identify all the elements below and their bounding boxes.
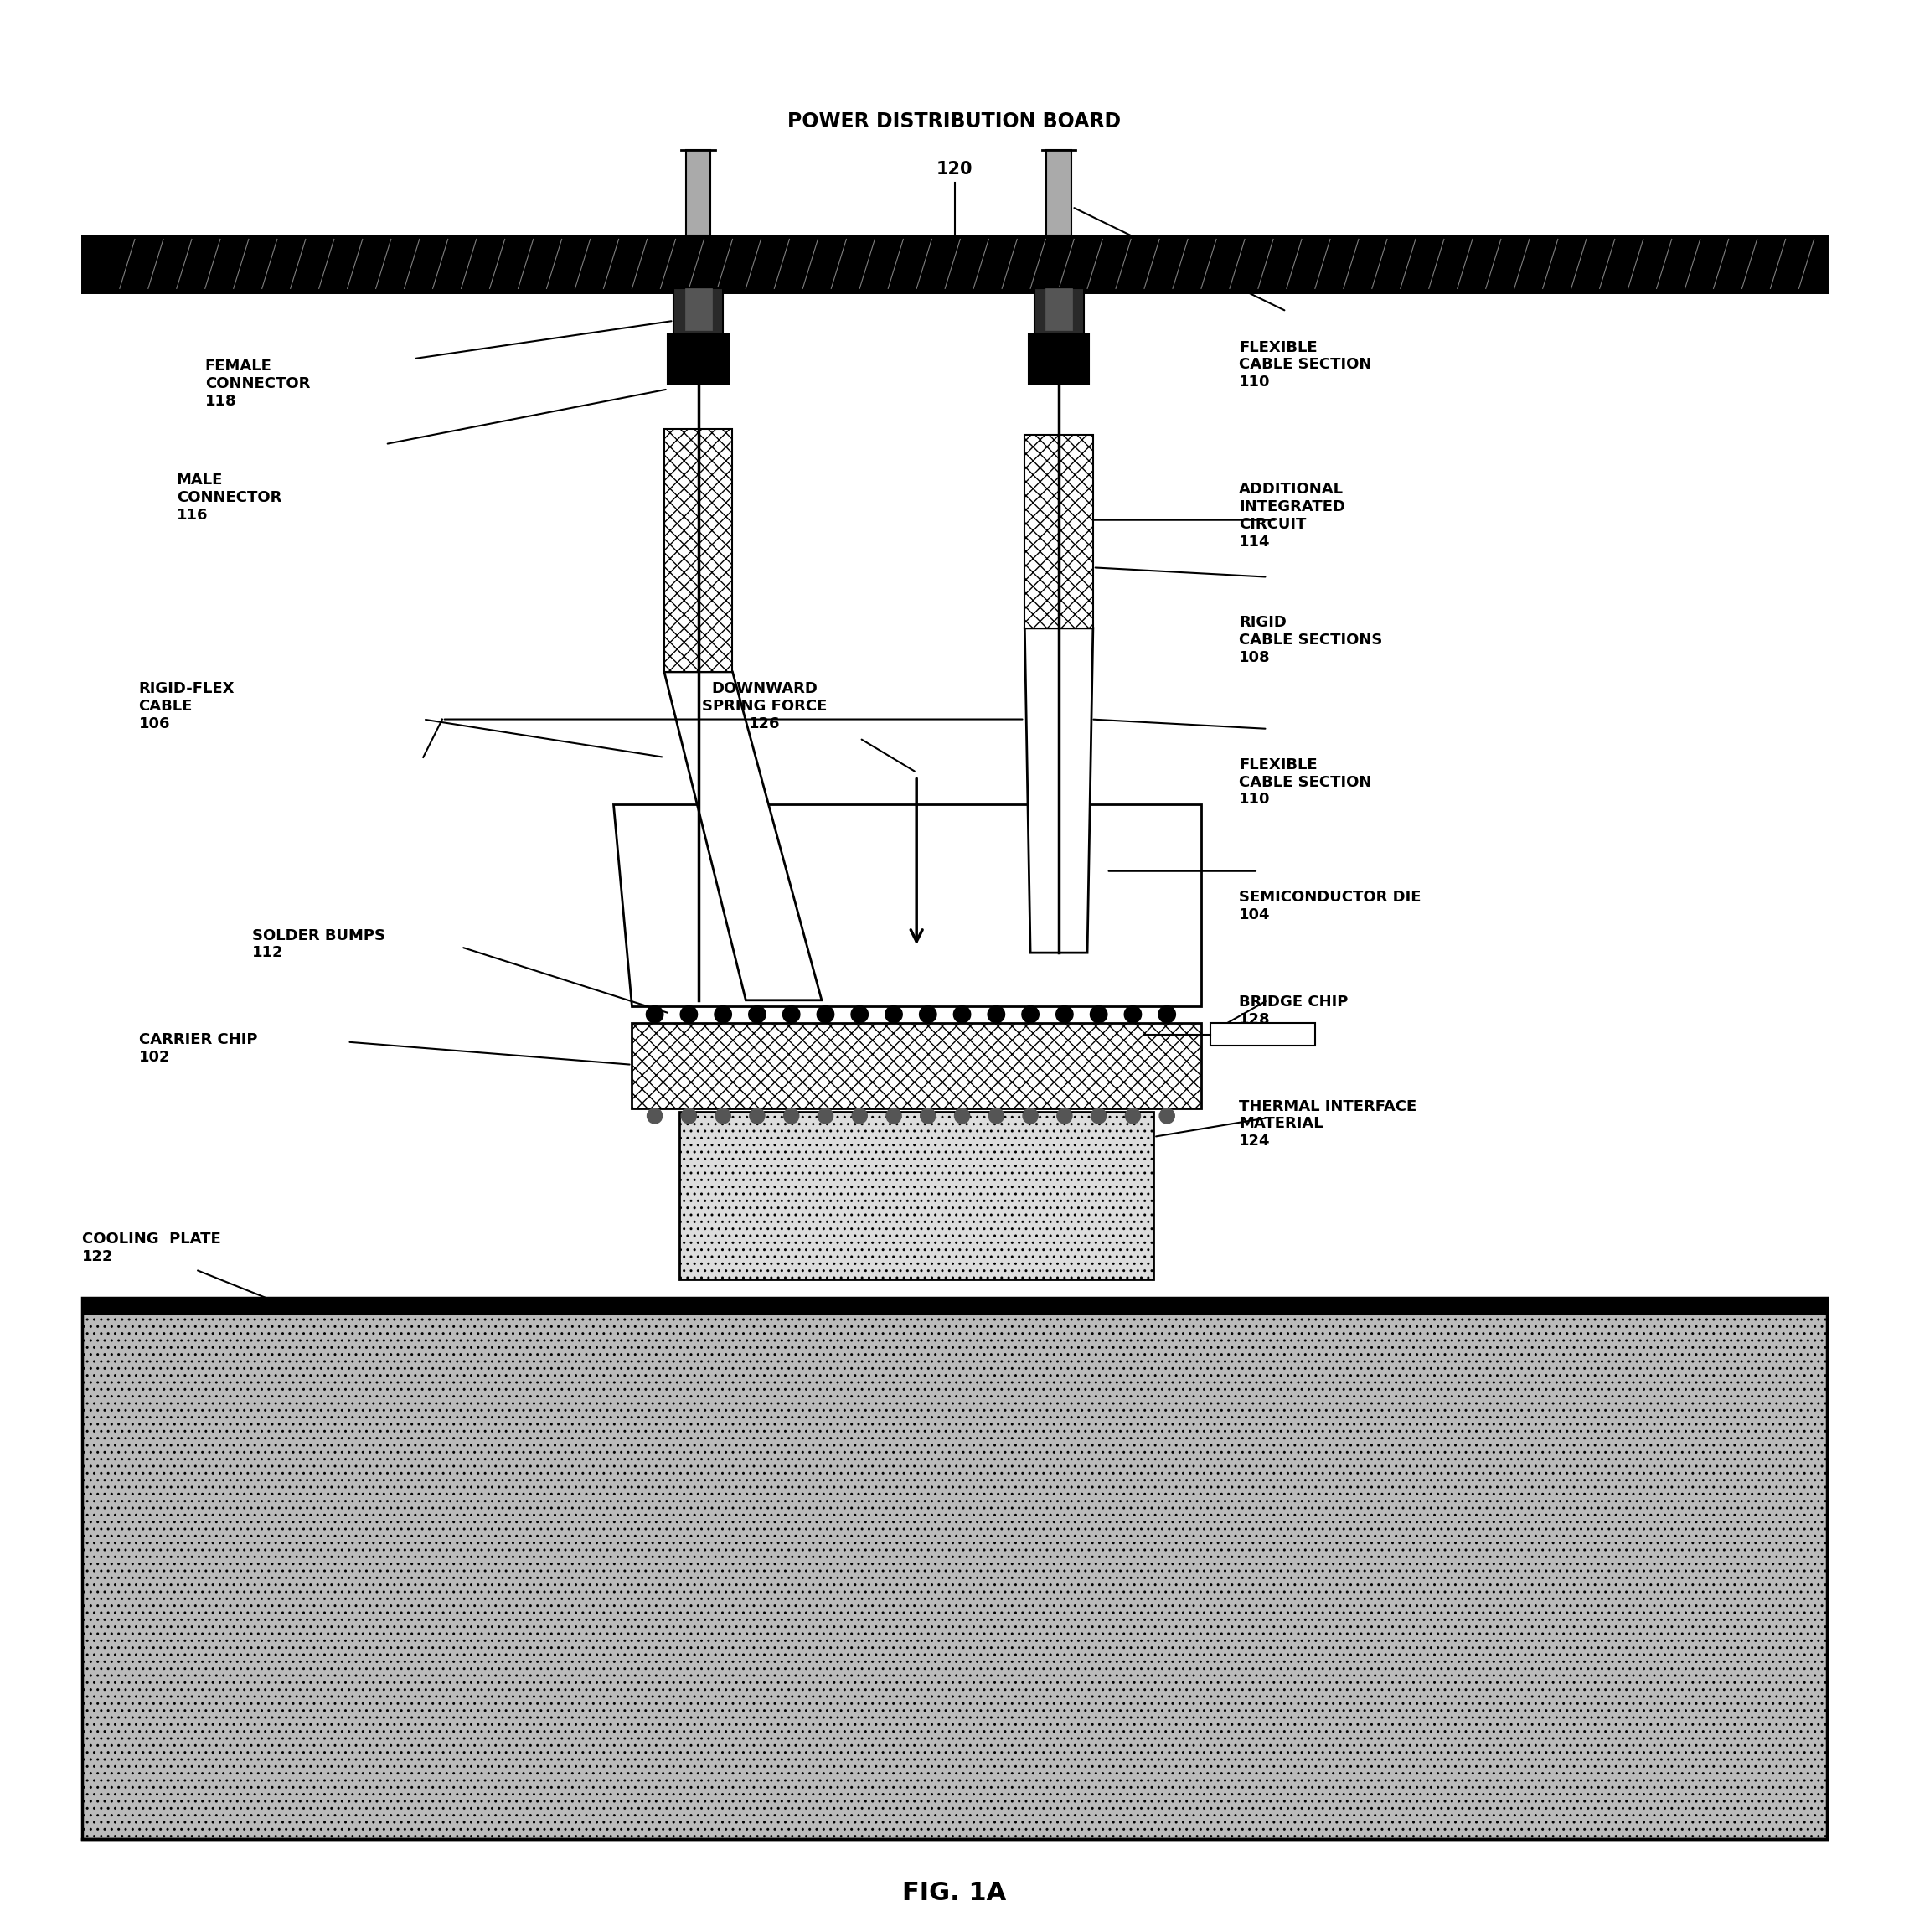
- Circle shape: [851, 1007, 869, 1022]
- Text: FLEXIBLE
CABLE SECTION
110: FLEXIBLE CABLE SECTION 110: [1239, 340, 1373, 390]
- Circle shape: [1090, 1007, 1107, 1022]
- Circle shape: [750, 1109, 766, 1124]
- Text: POWER DISTRIBUTION BOARD: POWER DISTRIBUTION BOARD: [788, 112, 1121, 131]
- Circle shape: [954, 1109, 970, 1124]
- Bar: [674, 288, 724, 334]
- Text: RIGID-FLEX
CABLE
106: RIGID-FLEX CABLE 106: [139, 682, 235, 732]
- Bar: [1046, 151, 1071, 236]
- Text: COOLING  PLATE
122: COOLING PLATE 122: [82, 1233, 221, 1264]
- Text: MALE
CONNECTOR
116: MALE CONNECTOR 116: [176, 473, 283, 522]
- Circle shape: [714, 1007, 731, 1022]
- Text: FLEXIBLE
CABLE SECTION
110: FLEXIBLE CABLE SECTION 110: [1239, 757, 1373, 808]
- Circle shape: [1021, 1007, 1038, 1022]
- Text: RIGID
CABLE SECTIONS
108: RIGID CABLE SECTIONS 108: [1239, 614, 1382, 665]
- Bar: [82, 1298, 1827, 1839]
- Circle shape: [1092, 1109, 1107, 1124]
- Circle shape: [886, 1007, 903, 1022]
- Circle shape: [817, 1007, 834, 1022]
- Bar: [82, 236, 1827, 292]
- Bar: [1210, 1022, 1315, 1045]
- Bar: [1035, 288, 1084, 334]
- Text: BRIDGE CHIP
128: BRIDGE CHIP 128: [1239, 995, 1348, 1028]
- Circle shape: [1159, 1109, 1174, 1124]
- Circle shape: [1056, 1007, 1073, 1022]
- Circle shape: [682, 1109, 697, 1124]
- Circle shape: [783, 1007, 800, 1022]
- Polygon shape: [613, 806, 1201, 1007]
- Text: CARRIER CHIP
102: CARRIER CHIP 102: [139, 1032, 258, 1065]
- Circle shape: [920, 1007, 937, 1022]
- Text: SOLDER BUMPS
112: SOLDER BUMPS 112: [252, 927, 386, 960]
- Circle shape: [1058, 1109, 1073, 1124]
- Circle shape: [716, 1109, 731, 1124]
- Circle shape: [886, 1109, 901, 1124]
- Circle shape: [987, 1007, 1004, 1022]
- Bar: [685, 288, 712, 330]
- Bar: [632, 1022, 1201, 1109]
- Circle shape: [989, 1109, 1004, 1124]
- Circle shape: [954, 1007, 970, 1022]
- Polygon shape: [1025, 628, 1094, 952]
- Bar: [668, 334, 729, 383]
- Bar: [664, 429, 733, 672]
- Circle shape: [645, 1007, 662, 1022]
- Circle shape: [920, 1109, 935, 1124]
- Bar: [1029, 334, 1090, 383]
- Circle shape: [817, 1109, 832, 1124]
- Circle shape: [1124, 1007, 1142, 1022]
- Text: FIG. 1A: FIG. 1A: [903, 1882, 1006, 1905]
- Text: THERMAL INTERFACE
MATERIAL
124: THERMAL INTERFACE MATERIAL 124: [1239, 1099, 1416, 1150]
- Bar: [1025, 435, 1094, 628]
- Text: FEMALE
CONNECTOR
118: FEMALE CONNECTOR 118: [204, 359, 309, 410]
- Circle shape: [785, 1109, 798, 1124]
- Bar: [82, 1298, 1827, 1314]
- Circle shape: [1124, 1109, 1140, 1124]
- Bar: [680, 1113, 1153, 1279]
- Bar: [1046, 288, 1073, 330]
- Text: SEMICONDUCTOR DIE
104: SEMICONDUCTOR DIE 104: [1239, 891, 1422, 923]
- Circle shape: [647, 1109, 662, 1124]
- Polygon shape: [664, 672, 821, 1001]
- Text: DOWNWARD
SPRING FORCE
126: DOWNWARD SPRING FORCE 126: [703, 682, 827, 732]
- Circle shape: [1159, 1007, 1176, 1022]
- Circle shape: [680, 1007, 697, 1022]
- Text: ADDITIONAL
INTEGRATED
CIRCUIT
114: ADDITIONAL INTEGRATED CIRCUIT 114: [1239, 483, 1346, 549]
- Circle shape: [1023, 1109, 1038, 1124]
- Circle shape: [851, 1109, 867, 1124]
- Text: 120: 120: [935, 160, 974, 178]
- Bar: [685, 151, 710, 236]
- Circle shape: [748, 1007, 766, 1022]
